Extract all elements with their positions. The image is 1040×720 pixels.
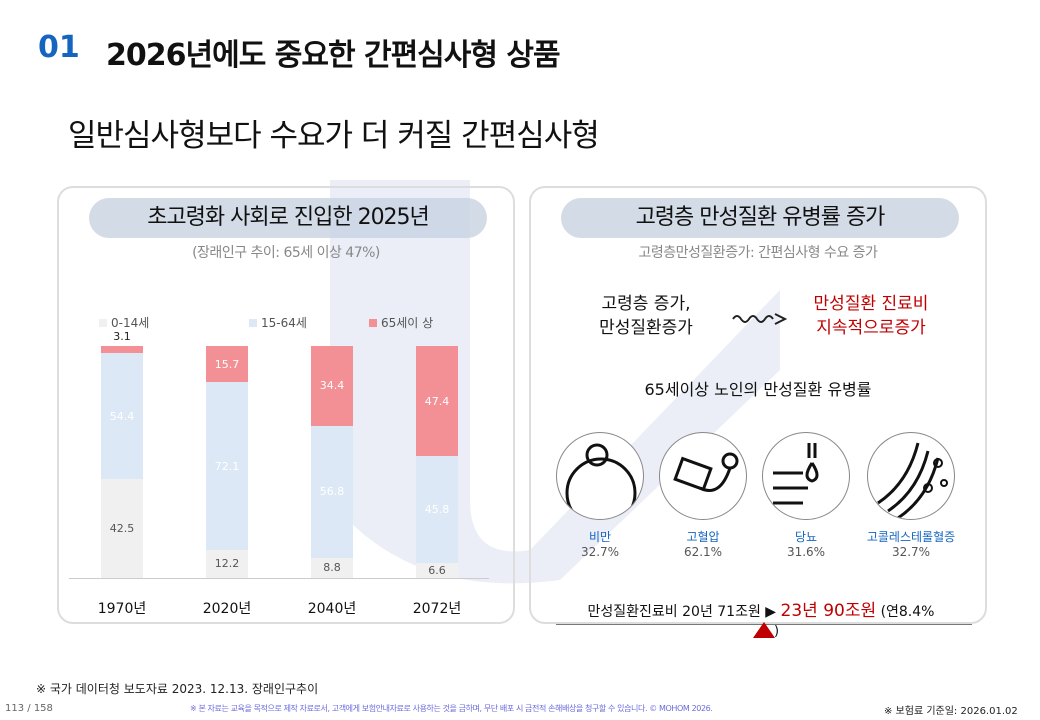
data-label: 45.8 bbox=[424, 503, 450, 517]
bar-segment: 12.2 bbox=[206, 549, 248, 578]
data-label: 54.4 bbox=[109, 409, 135, 423]
data-label: 47.4 bbox=[424, 394, 450, 408]
data-label: 12.2 bbox=[214, 557, 240, 571]
cost-paren: ) bbox=[774, 624, 780, 639]
bar-segment: 54.4 bbox=[101, 353, 143, 480]
data-label: 3.1 bbox=[113, 330, 131, 343]
x-tick-label: 2020년 bbox=[202, 601, 252, 617]
panel-note: (장래인구 추이: 65세 이상 47%) bbox=[192, 245, 380, 261]
data-label: 72.1 bbox=[214, 459, 240, 473]
page-subtitle: 일반심사형보다 수요가 더 커질 간편심사형 bbox=[68, 118, 600, 154]
up-triangle-icon bbox=[753, 622, 775, 638]
bar-segment: 42.5 bbox=[101, 479, 143, 578]
disease-stat: 당뇨 31.6% bbox=[746, 528, 866, 559]
data-label: 42.5 bbox=[109, 522, 135, 536]
chronic-disease-panel: 고령층 만성질환 유병률 증가 고령층만성질환증가: 간편심사형 수요 증가 고… bbox=[529, 186, 987, 639]
bar-segment: 15.7 bbox=[206, 346, 248, 383]
legend-item: 65세이 상 bbox=[369, 314, 433, 331]
x-tick-label: 2072년 bbox=[412, 601, 462, 617]
bar-segment: 45.8 bbox=[416, 456, 458, 563]
blood-pressure-icon bbox=[659, 432, 747, 520]
legend-item: 15-64세 bbox=[249, 314, 307, 331]
legend-swatch bbox=[369, 318, 377, 327]
x-tick-label: 1970년 bbox=[97, 601, 147, 617]
legend-label: 15-64세 bbox=[261, 316, 307, 330]
legend-swatch bbox=[99, 318, 107, 327]
population-panel: 초고령화 사회로 진입한 2025년 (장래인구 추이: 65세 이상 47%)… bbox=[57, 186, 515, 624]
legend-item: 0-14세 bbox=[99, 314, 149, 331]
bar-segment: 72.1 bbox=[206, 382, 248, 550]
panel-note: 고령층만성질환증가: 간편심사형 수요 증가 bbox=[638, 245, 878, 261]
disease-rate: 32.7% bbox=[580, 545, 620, 559]
data-label: 15.7 bbox=[214, 357, 240, 371]
x-tick-label: 2040년 bbox=[307, 601, 357, 617]
bar-segment: 34.4 bbox=[311, 346, 353, 426]
diabetes-icon bbox=[762, 432, 850, 520]
section-number: 01 bbox=[38, 30, 80, 65]
effect-text: 만성질환 진료비 지속적으로증가 bbox=[813, 294, 929, 338]
legend-swatch bbox=[249, 318, 257, 327]
bar-segment: 6.6 bbox=[416, 562, 458, 578]
premium-date: ※ 보험료 기준일: 2026.01.02 bbox=[884, 706, 1018, 717]
data-label: 56.8 bbox=[319, 485, 345, 499]
disease-stat: 고혈압 62.1% bbox=[643, 528, 763, 559]
disease-rate: 32.7% bbox=[891, 545, 931, 559]
disease-name: 고혈압 bbox=[686, 530, 720, 544]
bar-segment: 56.8 bbox=[311, 425, 353, 558]
data-label: 8.8 bbox=[323, 561, 341, 575]
panel-title: 고령층 만성질환 유병률 증가 bbox=[561, 198, 959, 238]
squiggle-arrow-icon bbox=[732, 313, 788, 325]
legend-label: 0-14세 bbox=[111, 316, 150, 330]
data-label: 6.6 bbox=[428, 563, 446, 577]
disease-rate: 31.6% bbox=[786, 545, 826, 559]
bar-segment: 8.8 bbox=[311, 557, 353, 578]
source-note: ※ 국가 데이터청 보도자료 2023. 12.13. 장래인구추이 bbox=[36, 682, 319, 696]
disease-name: 당뇨 bbox=[794, 530, 818, 544]
cholesterol-icon bbox=[867, 432, 955, 520]
disease-stat: 고콜레스테롤혈증 32.7% bbox=[851, 528, 971, 559]
prevalence-heading: 65세이상 노인의 만성질환 유병률 bbox=[644, 380, 872, 399]
disease-name: 비만 bbox=[588, 530, 612, 544]
cost-text: 만성질환진료비 20년 71조원 ▶ 23년 90조원 (연8.4% bbox=[587, 601, 935, 621]
legend-label: 65세이 상 bbox=[381, 316, 434, 330]
cause-text: 고령층 증가, 만성질환증가 bbox=[599, 294, 693, 338]
page-number: 113 / 158 bbox=[5, 703, 53, 714]
disclaimer: ※ 본 자료는 교육을 목적으로 제작 자료로서, 고객에게 보험안내자료로 사… bbox=[190, 704, 713, 713]
bar-segment: 3.1 bbox=[101, 330, 143, 354]
x-axis-line bbox=[69, 578, 489, 579]
data-label: 34.4 bbox=[319, 379, 345, 393]
disease-rate: 62.1% bbox=[683, 545, 723, 559]
disease-name: 고콜레스테롤혈증 bbox=[866, 530, 956, 544]
bar-segment: 47.4 bbox=[416, 346, 458, 457]
panel-title: 초고령화 사회로 진입한 2025년 bbox=[89, 198, 487, 238]
disease-stat: 비만 32.7% bbox=[540, 528, 660, 559]
obesity-icon bbox=[556, 432, 644, 520]
page-title: 2026년에도 중요한 간편심사형 상품 bbox=[106, 38, 561, 73]
